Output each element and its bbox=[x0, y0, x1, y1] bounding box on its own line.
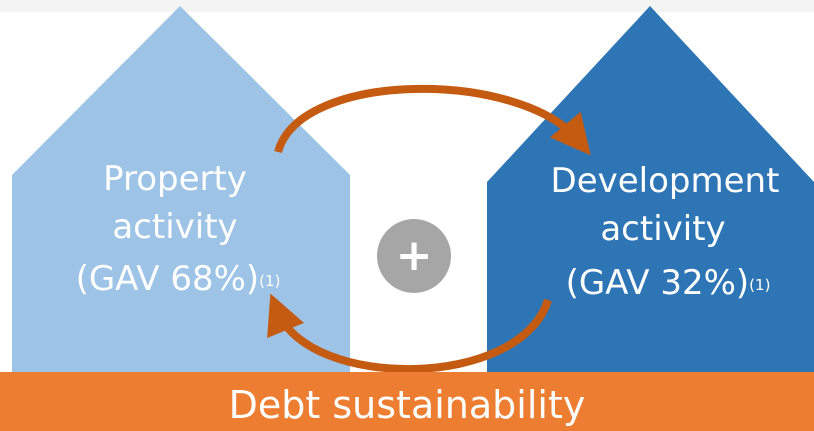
bottom-arrow bbox=[267, 293, 552, 373]
left-line: Property bbox=[103, 159, 247, 199]
top-shadow bbox=[0, 0, 814, 12]
top-arrow bbox=[274, 85, 591, 156]
right-line: Development bbox=[551, 161, 780, 201]
left-house bbox=[12, 6, 350, 375]
left-gav: (GAV 68%) bbox=[76, 259, 260, 299]
right-house bbox=[487, 6, 814, 375]
base-label: Debt sustainability bbox=[229, 383, 586, 427]
plus: + bbox=[396, 230, 433, 281]
left-line: activity bbox=[112, 207, 237, 247]
base-bar bbox=[0, 372, 814, 431]
right-footnote: (1) bbox=[749, 276, 770, 294]
left-footnote: (1) bbox=[259, 272, 280, 290]
left-line-3: (GAV 68%)(1) bbox=[76, 259, 281, 299]
right-gav: (GAV 32%) bbox=[566, 263, 750, 303]
right-line-3: (GAV 32%)(1) bbox=[566, 263, 771, 303]
right-line: activity bbox=[600, 209, 725, 249]
plus-circle bbox=[377, 219, 451, 293]
